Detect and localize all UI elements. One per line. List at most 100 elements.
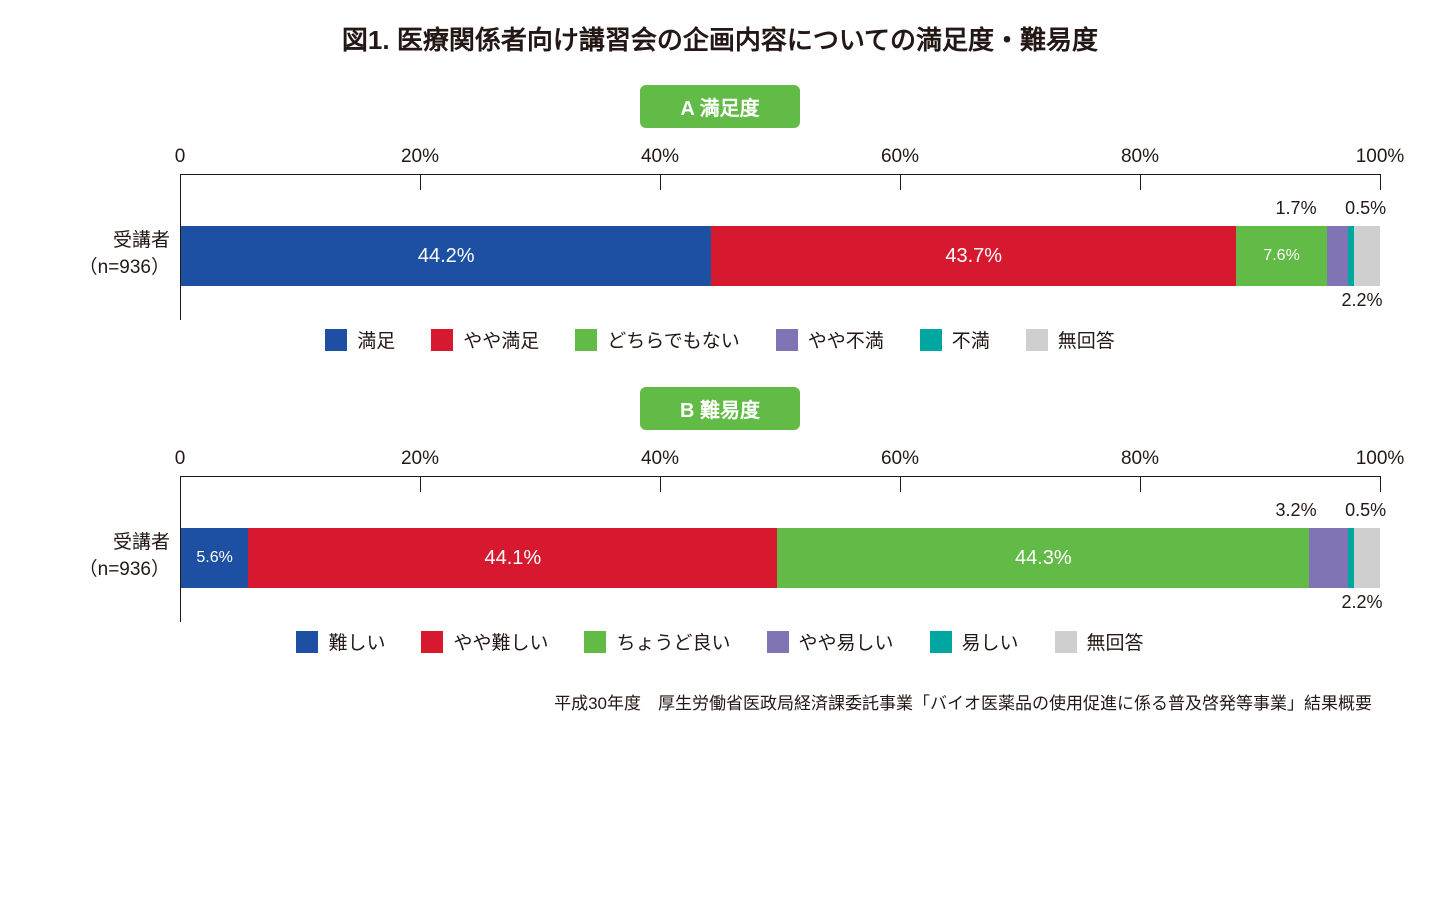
segment-label: 7.6% — [1263, 247, 1299, 265]
axis-tick-mark — [420, 476, 421, 492]
legend-swatch — [1055, 631, 1077, 653]
plot-area: 020%40%60%80%100%44.2%43.7%7.6%1.7%0.5%2… — [180, 146, 1380, 320]
legend-swatch — [930, 631, 952, 653]
chart-row: 受講者（n=936）020%40%60%80%100%44.2%43.7%7.6… — [60, 146, 1380, 320]
legend-label: 無回答 — [1087, 628, 1144, 655]
legend-swatch — [296, 631, 318, 653]
y-axis-label: 受講者（n=936） — [60, 448, 180, 622]
axis-tick-mark — [900, 476, 901, 492]
chart-section: B 難易度受講者（n=936）020%40%60%80%100%5.6%44.1… — [60, 387, 1380, 655]
axis-tick-label: 80% — [1121, 448, 1159, 470]
legend-swatch — [584, 631, 606, 653]
segment-label: 44.1% — [484, 547, 541, 570]
chart-title: 図1. 医療関係者向け講習会の企画内容についての満足度・難易度 — [60, 20, 1380, 57]
legend-swatch — [431, 329, 453, 351]
axis-tick-mark — [1140, 476, 1141, 492]
legend: 難しい やや難しい ちょうど良い やや易しい 易しい 無回答 — [60, 628, 1380, 655]
legend-item: 不満 — [920, 326, 990, 353]
legend: 満足 やや満足 どちらでもない やや不満 不満 無回答 — [60, 326, 1380, 353]
chart-section: A 満足度受講者（n=936）020%40%60%80%100%44.2%43.… — [60, 85, 1380, 353]
legend-item: 無回答 — [1026, 326, 1115, 353]
axis-tick-label: 0 — [175, 146, 186, 168]
legend-label: やや満足 — [463, 326, 539, 353]
axis-tick-label: 60% — [881, 448, 919, 470]
bar-segment: 44.3% — [777, 528, 1309, 588]
bar-segment — [1309, 528, 1347, 588]
legend-label: 易しい — [962, 628, 1019, 655]
footnote-text: 平成30年度 厚生労働省医政局経済課委託事業「バイオ医薬品の使用促進に係る普及啓… — [60, 689, 1380, 714]
axis-tick-label: 60% — [881, 146, 919, 168]
callout-label: 3.2% — [1276, 500, 1317, 521]
segment-label: 5.6% — [196, 549, 232, 567]
x-axis: 020%40%60%80%100% — [180, 448, 1380, 492]
legend-item: 易しい — [930, 628, 1019, 655]
segment-label: 44.2% — [418, 245, 475, 268]
bar-area: 44.2%43.7%7.6%1.7%0.5%2.2% — [180, 190, 1380, 320]
bar-area: 5.6%44.1%44.3%3.2%0.5%2.2% — [180, 492, 1380, 622]
legend-item: ちょうど良い — [584, 628, 730, 655]
plot-area: 020%40%60%80%100%5.6%44.1%44.3%3.2%0.5%2… — [180, 448, 1380, 622]
axis-tick-mark — [420, 174, 421, 190]
bar-segment: 7.6% — [1236, 226, 1327, 286]
stacked-bar: 5.6% 44.1% 44.3% — [181, 528, 1380, 588]
callout-label: 1.7% — [1276, 198, 1317, 219]
y-label-line1: 受講者 — [113, 530, 170, 557]
axis-line — [180, 174, 1380, 175]
axis-tick-label: 100% — [1356, 448, 1405, 470]
bar-segment: 43.7% — [711, 226, 1235, 286]
legend-label: 無回答 — [1058, 326, 1115, 353]
x-axis: 020%40%60%80%100% — [180, 146, 1380, 190]
axis-tick-label: 0 — [175, 448, 186, 470]
axis-tick-mark — [660, 174, 661, 190]
legend-swatch — [920, 329, 942, 351]
axis-tick-mark — [1380, 476, 1381, 492]
axis-tick-mark — [900, 174, 901, 190]
axis-tick-label: 80% — [1121, 146, 1159, 168]
y-label-line2: （n=936） — [79, 255, 170, 282]
legend-swatch — [767, 631, 789, 653]
stacked-bar: 44.2% 43.7% 7.6% — [181, 226, 1380, 286]
legend-swatch — [1026, 329, 1048, 351]
bar-segment: 44.1% — [248, 528, 777, 588]
legend-swatch — [575, 329, 597, 351]
y-label-line2: （n=936） — [79, 557, 170, 584]
y-label-line1: 受講者 — [113, 228, 170, 255]
legend-label: ちょうど良い — [616, 628, 730, 655]
callout-label: 0.5% — [1345, 500, 1386, 521]
bar-segment: 5.6% — [181, 528, 248, 588]
axis-line — [180, 476, 1380, 477]
bar-segment — [1327, 226, 1347, 286]
callout-label: 2.2% — [1341, 290, 1382, 311]
axis-tick-mark — [180, 174, 181, 190]
legend-item: やや易しい — [767, 628, 894, 655]
legend-swatch — [325, 329, 347, 351]
axis-tick-mark — [1140, 174, 1141, 190]
callout-label: 0.5% — [1345, 198, 1386, 219]
legend-item: どちらでもない — [575, 326, 739, 353]
legend-label: やや易しい — [799, 628, 894, 655]
axis-tick-label: 20% — [401, 146, 439, 168]
bar-segment — [1354, 226, 1380, 286]
segment-label: 43.7% — [945, 245, 1002, 268]
segment-label: 44.3% — [1015, 547, 1072, 570]
legend-label: やや難しい — [453, 628, 548, 655]
legend-item: やや難しい — [421, 628, 548, 655]
axis-tick-label: 40% — [641, 146, 679, 168]
legend-item: やや満足 — [431, 326, 539, 353]
legend-label: やや不満 — [808, 326, 884, 353]
sections-host: A 満足度受講者（n=936）020%40%60%80%100%44.2%43.… — [60, 85, 1380, 655]
legend-label: どちらでもない — [607, 326, 739, 353]
axis-tick-mark — [660, 476, 661, 492]
callout-label: 2.2% — [1341, 592, 1382, 613]
bar-segment: 44.2% — [181, 226, 711, 286]
chart-row: 受講者（n=936）020%40%60%80%100%5.6%44.1%44.3… — [60, 448, 1380, 622]
legend-item: 無回答 — [1055, 628, 1144, 655]
legend-item: 満足 — [325, 326, 395, 353]
axis-tick-label: 100% — [1356, 146, 1405, 168]
legend-swatch — [421, 631, 443, 653]
section-badge: B 難易度 — [640, 387, 800, 430]
legend-swatch — [776, 329, 798, 351]
axis-tick-mark — [180, 476, 181, 492]
axis-tick-label: 20% — [401, 448, 439, 470]
legend-label: 難しい — [328, 628, 385, 655]
